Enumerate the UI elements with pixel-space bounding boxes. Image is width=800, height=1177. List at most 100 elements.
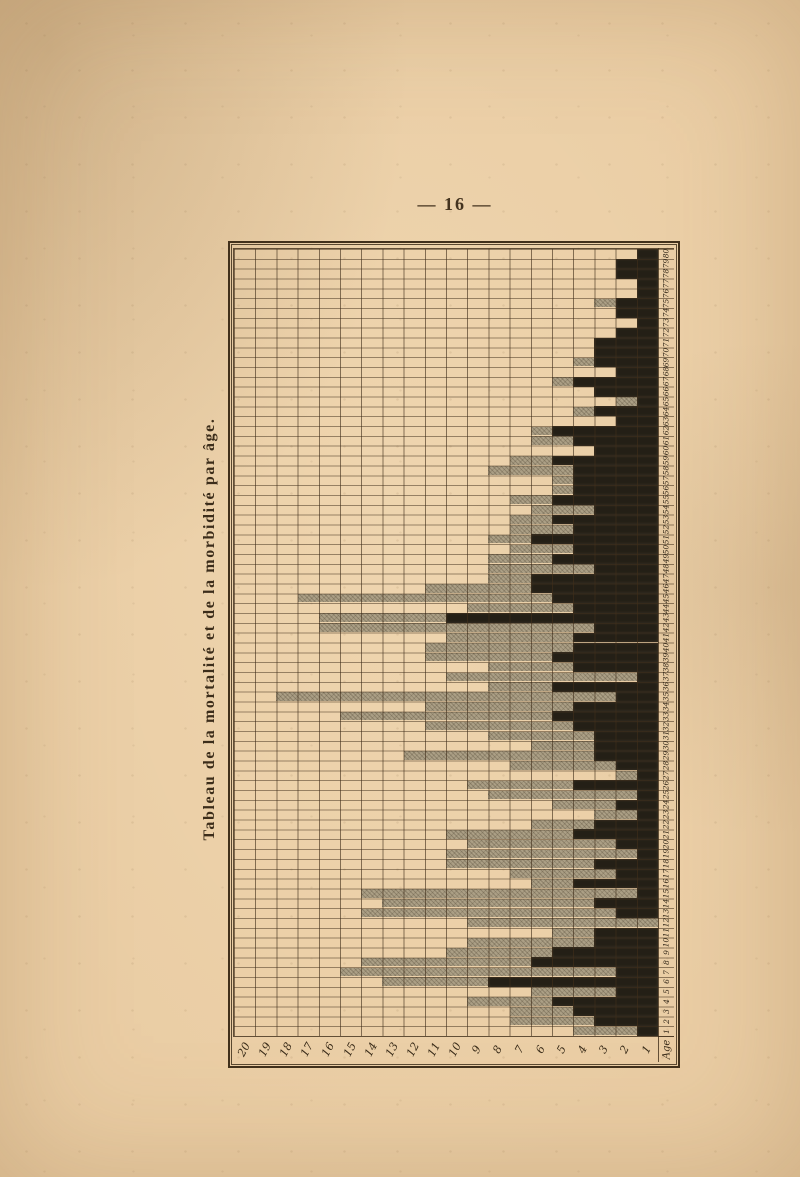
mortality-bar bbox=[615, 799, 658, 810]
age-label: 7 bbox=[658, 967, 674, 977]
age-label-text: 71 bbox=[661, 337, 671, 348]
morbidity-bar bbox=[361, 908, 616, 918]
morbidity-bar bbox=[488, 790, 637, 800]
age-label: 14 bbox=[658, 898, 674, 908]
value-axis-tick: 3 bbox=[593, 1036, 614, 1062]
mortality-bar bbox=[636, 770, 658, 781]
value-axis-tick-label: 11 bbox=[425, 1039, 444, 1059]
age-label: 67 bbox=[658, 377, 674, 387]
age-row bbox=[234, 573, 658, 584]
age-label-text: 74 bbox=[661, 308, 671, 318]
value-axis-tick-label: 15 bbox=[340, 1039, 359, 1059]
mortality-bar bbox=[636, 809, 658, 820]
age-label: 12 bbox=[658, 918, 674, 928]
mortality-bar bbox=[594, 504, 658, 515]
morbidity-bar bbox=[615, 770, 637, 780]
age-row bbox=[234, 632, 658, 643]
mortality-bar bbox=[615, 868, 658, 879]
age-label: 23 bbox=[658, 810, 674, 820]
value-axis-tick-label: 19 bbox=[255, 1039, 274, 1059]
age-row bbox=[234, 406, 658, 417]
value-axis-tick: 6 bbox=[530, 1036, 551, 1062]
age-label: 8 bbox=[658, 957, 674, 967]
age-label: 27 bbox=[658, 770, 674, 781]
mortality-bar bbox=[573, 701, 658, 712]
age-axis-corner-label: Age bbox=[658, 1036, 675, 1062]
age-row bbox=[234, 278, 658, 289]
age-label: 28 bbox=[658, 761, 674, 771]
mortality-bar bbox=[573, 780, 658, 791]
age-label: 62 bbox=[658, 426, 674, 436]
age-row bbox=[234, 258, 658, 269]
age-label-text: 14 bbox=[661, 898, 671, 908]
age-label-text: 36 bbox=[661, 681, 671, 692]
age-row bbox=[234, 465, 658, 476]
age-label-text: 80 bbox=[661, 249, 671, 259]
age-label-text: 79 bbox=[661, 258, 671, 269]
age-axis-title: Age bbox=[661, 1039, 673, 1059]
age-row bbox=[234, 327, 658, 338]
age-label-text: 65 bbox=[661, 396, 671, 407]
morbidity-bar bbox=[446, 672, 637, 682]
mortality-bar bbox=[573, 878, 658, 889]
mortality-bar bbox=[636, 790, 658, 800]
age-label: 33 bbox=[658, 711, 674, 721]
age-row bbox=[234, 1006, 658, 1017]
age-row bbox=[234, 544, 658, 554]
age-row bbox=[234, 583, 658, 594]
age-row bbox=[234, 770, 658, 781]
age-label: 48 bbox=[658, 564, 674, 574]
morbidity-bar bbox=[424, 643, 574, 652]
mortality-bar bbox=[573, 642, 658, 653]
mortality-bar bbox=[530, 534, 658, 545]
age-label-text: 27 bbox=[661, 770, 671, 781]
age-label-text: 34 bbox=[661, 701, 671, 712]
value-axis-tick: 1 bbox=[636, 1036, 657, 1062]
mortality-bar bbox=[594, 858, 658, 869]
value-axis-tick: 9 bbox=[466, 1036, 487, 1062]
morbidity-bar bbox=[552, 928, 595, 937]
mortality-bar bbox=[594, 622, 658, 633]
mortality-bar bbox=[552, 652, 658, 663]
age-label-text: 70 bbox=[661, 347, 671, 358]
age-label: 60 bbox=[658, 446, 674, 456]
mortality-bar bbox=[636, 249, 658, 259]
age-row bbox=[234, 809, 658, 820]
morbidity-bar bbox=[424, 702, 574, 711]
mortality-bar bbox=[636, 1026, 658, 1036]
age-label: 29 bbox=[658, 751, 674, 761]
age-row bbox=[234, 524, 658, 535]
mortality-bar bbox=[552, 455, 658, 466]
value-axis-tick-label: 1 bbox=[638, 1042, 654, 1056]
age-label-text: 16 bbox=[661, 878, 671, 889]
age-row bbox=[234, 711, 658, 722]
age-label-text: 23 bbox=[661, 809, 671, 820]
morbidity-bar bbox=[382, 898, 595, 908]
age-row bbox=[234, 337, 658, 348]
mortality-bar bbox=[552, 426, 658, 436]
morbidity-bar bbox=[573, 357, 595, 367]
age-label-text: 29 bbox=[661, 750, 671, 761]
value-axis-tick: 15 bbox=[339, 1036, 360, 1062]
age-label: 58 bbox=[658, 465, 674, 476]
morbidity-bar bbox=[340, 967, 616, 977]
age-row bbox=[234, 878, 658, 889]
value-axis-tick-label: 3 bbox=[596, 1042, 612, 1056]
age-label: 10 bbox=[658, 938, 674, 948]
value-axis-tick: 13 bbox=[381, 1036, 402, 1062]
age-row bbox=[234, 426, 658, 436]
morbidity-bar bbox=[552, 475, 574, 485]
age-row bbox=[234, 681, 658, 692]
age-label-text: 21 bbox=[661, 829, 671, 840]
mortality-bar bbox=[573, 475, 658, 486]
age-label-text: 32 bbox=[661, 721, 671, 731]
bars-layer bbox=[234, 249, 658, 1036]
value-axis-tick-label: 4 bbox=[575, 1042, 590, 1056]
morbidity-bar bbox=[530, 505, 595, 514]
age-label: 17 bbox=[658, 869, 674, 879]
age-row bbox=[234, 298, 658, 309]
age-row bbox=[234, 1026, 658, 1036]
value-axis-tick-label: 6 bbox=[532, 1042, 548, 1056]
age-label-text: 46 bbox=[661, 583, 671, 594]
age-label-text: 3 bbox=[661, 1009, 671, 1014]
